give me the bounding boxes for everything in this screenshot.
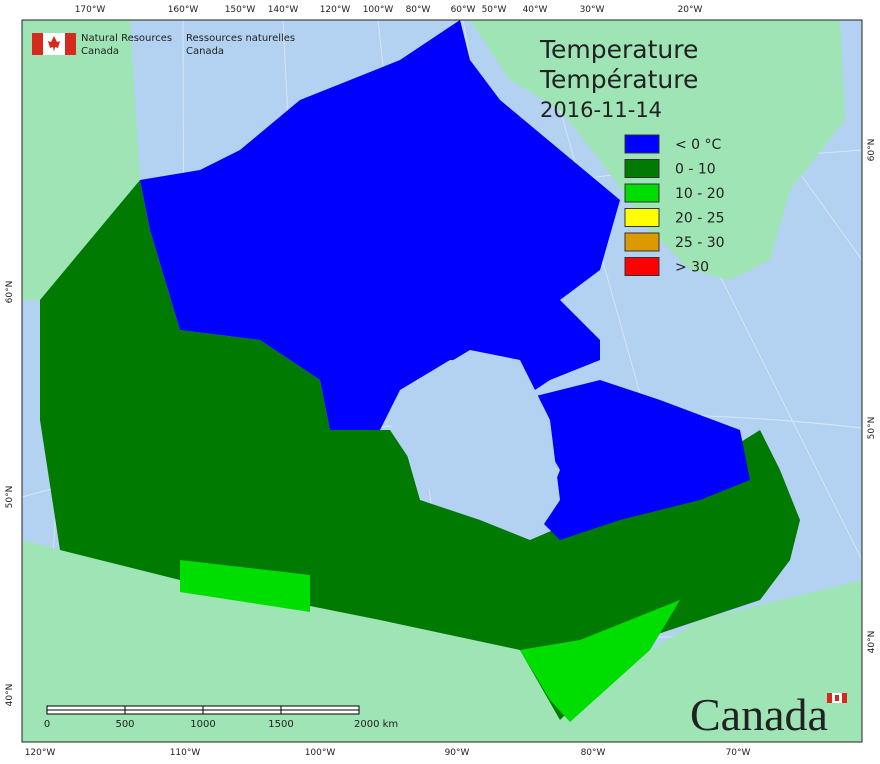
scale-label: 1500 — [268, 719, 293, 730]
region-10-20-ontario — [520, 600, 680, 722]
longitude-label: 120°W — [320, 5, 351, 15]
scale-label: 2000 km — [354, 719, 398, 730]
region-10-20-prairies — [180, 560, 310, 612]
scale-segment — [124, 709, 204, 715]
graticule-labels: 170°W 160°W 150°W 140°W 120°W 100°W 80°W 60°W 50… — [5, 5, 877, 758]
legend: < 0 °C 0 - 10 10 - 20 20 - 25 25 - 30 > 30 — [624, 134, 725, 276]
legend-swatch — [624, 134, 660, 154]
longitude-label: 70°W — [726, 748, 751, 758]
region-below-0 — [140, 20, 620, 430]
title: Température — [539, 65, 698, 94]
scale-segment — [280, 709, 360, 715]
map-frame — [21, 19, 863, 743]
alaska — [22, 20, 140, 300]
flag-bar — [32, 33, 43, 55]
wordmark-flag — [827, 693, 847, 703]
scale-segment — [46, 705, 126, 711]
latitude-label: 40°N — [867, 631, 877, 654]
latitude-label: 60°N — [5, 281, 15, 304]
scale-segment — [202, 705, 282, 711]
legend-swatch — [624, 183, 660, 203]
longitude-label: 160°W — [168, 5, 199, 15]
longitude-label: 170°W — [75, 5, 106, 15]
scale-label: 500 — [115, 719, 134, 730]
org-en: Canada — [81, 46, 119, 57]
legend-label: 0 - 10 — [675, 162, 716, 178]
wordmark: Canada — [690, 689, 828, 740]
scale-label: 0 — [44, 719, 50, 730]
longitude-label: 30°W — [580, 5, 605, 15]
legend-swatch — [624, 257, 660, 276]
latitude-label: 60°N — [867, 139, 877, 162]
latitude-label: 50°N — [5, 486, 15, 509]
longitude-label: 100°W — [363, 5, 394, 15]
org-fr: Canada — [186, 46, 224, 57]
legend-label: < 0 °C — [675, 137, 722, 153]
longitude-label: 50°W — [482, 5, 507, 15]
longitude-label: 40°W — [523, 5, 548, 15]
hudson-bay — [390, 350, 560, 530]
scale-segment — [280, 705, 360, 711]
longitude-label: 90°W — [445, 748, 470, 758]
org-en: Natural Resources — [81, 33, 172, 44]
region-below-0-quebec — [520, 380, 750, 540]
latitude-label: 50°N — [867, 417, 877, 440]
longitude-label: 120°W — [25, 748, 56, 758]
longitude-label: 20°W — [678, 5, 703, 15]
longitude-label: 150°W — [225, 5, 256, 15]
scale-label: 1000 — [190, 719, 215, 730]
legend-swatch — [624, 159, 660, 178]
legend-swatch — [624, 208, 660, 227]
date: 2016-11-14 — [540, 98, 662, 122]
org-fr: Ressources naturelles — [186, 33, 295, 44]
legend-label: > 30 — [675, 260, 709, 276]
flag — [32, 33, 76, 55]
scale-bar: 0 500 1000 1500 2000 km — [44, 705, 398, 730]
legend-label: 10 - 20 — [675, 186, 725, 202]
legend-label: 20 - 25 — [675, 211, 725, 227]
longitude-label: 80°W — [581, 748, 606, 758]
scale-segment — [202, 709, 282, 715]
flag-bar — [842, 693, 847, 703]
flag-bar — [65, 33, 76, 55]
title: Temperature — [539, 35, 698, 64]
longitude-label: 110°W — [170, 748, 201, 758]
latitude-label: 40°N — [5, 684, 15, 707]
longitude-label: 140°W — [268, 5, 299, 15]
flag-bar — [827, 693, 832, 703]
maple-leaf — [835, 695, 839, 701]
legend-swatch — [624, 232, 660, 252]
scale-segment — [46, 709, 126, 715]
maple-leaf — [48, 36, 60, 52]
longitude-label: 80°W — [406, 5, 431, 15]
longitude-label: 100°W — [305, 748, 336, 758]
longitude-label: 60°W — [451, 5, 476, 15]
legend-label: 25 - 30 — [675, 235, 725, 251]
scale-segment — [124, 705, 204, 711]
